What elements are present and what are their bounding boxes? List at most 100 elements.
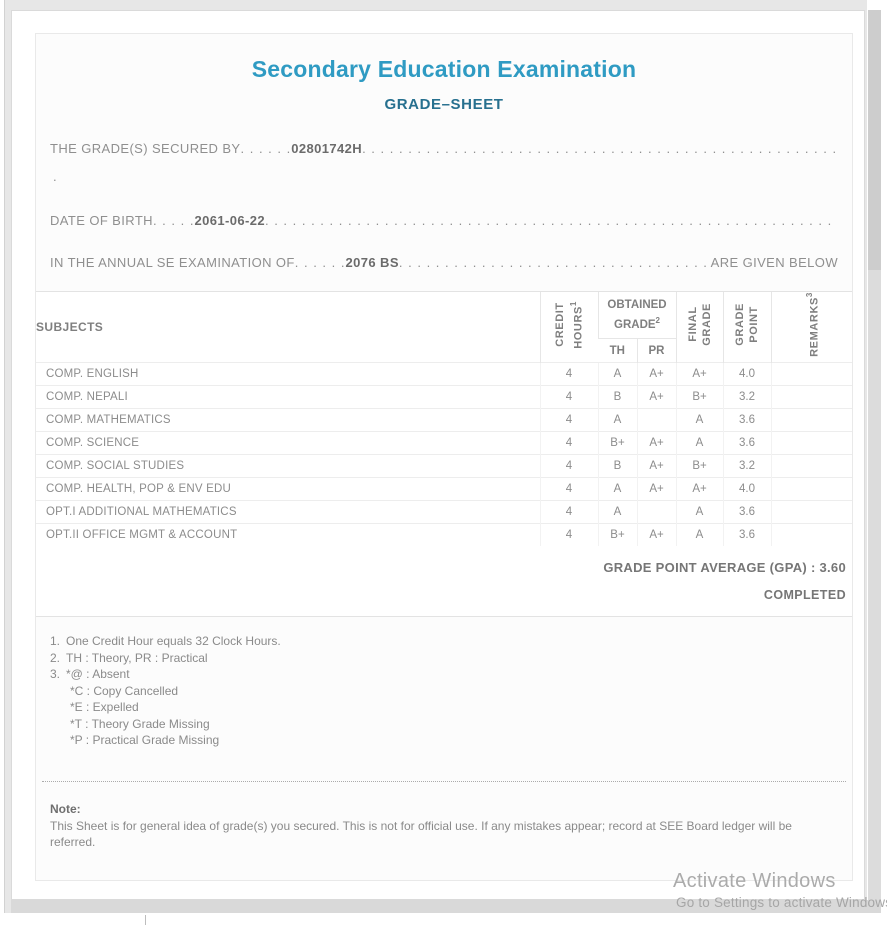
- th-grade-cell: B: [597, 453, 637, 478]
- table-row: COMP. SCIENCE 4 B+ A+ A 3.6: [36, 430, 852, 455]
- page-subtitle: GRADE–SHEET: [384, 96, 504, 113]
- footnote-item: 2. TH : Theory, PR : Practical: [50, 650, 838, 667]
- footnote-item: 3. *@ : Absent: [50, 666, 838, 683]
- remark-cell: [770, 476, 852, 501]
- credit-cell: 4: [539, 361, 598, 386]
- dob-value: 2061-06-22: [194, 213, 265, 228]
- page-title: Secondary Education Examination: [251, 56, 637, 82]
- horizontal-scrollbar[interactable]: [11, 900, 881, 913]
- footnote-text: *T : Theory Grade Missing: [70, 716, 210, 731]
- grade-point-cell: 3.6: [722, 522, 772, 547]
- grades-table: SUBJECTS CREDIT HOURS1 OBTAINED GRADE2 FIN…: [36, 292, 852, 547]
- note-section: Note: This Sheet is for general idea of …: [50, 802, 838, 850]
- dot-leader-fill: . . . . . . . . . . . . . . . . . . . . …: [264, 213, 838, 228]
- grade-point-line1: GRADE: [734, 303, 747, 346]
- table-row: OPT.I ADDITIONAL MATHEMATICS 4 A A 3.6: [36, 499, 852, 524]
- footnote-text: *C : Copy Cancelled: [70, 683, 179, 698]
- dot-leader: . . . . .: [152, 213, 195, 228]
- note-text: This Sheet is for general idea of grade(…: [50, 818, 792, 849]
- secured-by-line: THE GRADE(S) SECURED BY . . . . . . 0280…: [50, 141, 838, 157]
- exam-year-value: 2076 BS: [345, 255, 399, 270]
- wrapped-dot: .: [53, 169, 58, 184]
- final-grade-cell: B+: [675, 453, 724, 478]
- remark-cell: [770, 384, 852, 409]
- remarks-footnote-ref: 3: [805, 292, 815, 298]
- th-grade-cell: A: [597, 361, 637, 386]
- col-header-credit-hours: CREDIT HOURS1: [539, 292, 598, 363]
- table-row: COMP. HEALTH, POP & ENV EDU 4 A A+ A+ 4.0: [36, 476, 852, 501]
- table-row: COMP. NEPALI 4 B A+ B+ 3.2: [36, 384, 852, 409]
- status-badge: COMPLETED: [36, 575, 852, 617]
- subject-cell: OPT.II OFFICE MGMT & ACCOUNT: [36, 522, 540, 547]
- footnote-marker: 3.: [50, 667, 61, 682]
- table-row: COMP. SOCIAL STUDIES 4 B A+ B+ 3.2: [36, 453, 852, 478]
- grade-point-cell: 3.6: [722, 407, 772, 432]
- pr-grade-cell: A+: [636, 430, 677, 455]
- vertical-scrollbar[interactable]: [868, 10, 881, 900]
- pr-grade-cell: A+: [636, 476, 677, 501]
- left-edge-divider: [4, 0, 5, 913]
- remark-cell: [770, 499, 852, 524]
- credit-cell: 4: [539, 453, 598, 478]
- credit-cell: 4: [539, 430, 598, 455]
- final-grade-cell: A+: [675, 476, 724, 501]
- credit-hours-line1: CREDIT: [553, 302, 566, 347]
- exam-year-label: IN THE ANNUAL SE EXAMINATION OF: [50, 255, 295, 270]
- final-grade-cell: B+: [675, 384, 724, 409]
- secured-by-label: THE GRADE(S) SECURED BY: [50, 141, 241, 156]
- symbol-number-value: 02801742H: [291, 141, 363, 156]
- remarks-label: REMARKS: [809, 297, 822, 357]
- grades-table-section: SUBJECTS CREDIT HOURS1 OBTAINED GRADE2 FIN…: [36, 291, 852, 618]
- dob-label: DATE OF BIRTH: [50, 213, 153, 228]
- grades-tbody: COMP. ENGLISH 4 A A+ A+ 4.0 COMP. NEPALI 4 B A+ B…: [36, 361, 852, 547]
- col-header-grade-point: GRADE POINT: [722, 292, 772, 363]
- pr-grade-cell: A+: [636, 384, 677, 409]
- col-header-remarks: REMARKS3: [770, 292, 852, 363]
- note-label: Note:: [50, 801, 81, 816]
- footnote-item: 1. One Credit Hour equals 32 Clock Hours.: [50, 633, 838, 650]
- footnote-marker: 2.: [50, 650, 61, 665]
- footnote-text: *E : Expelled: [70, 700, 139, 715]
- final-grade-cell: A: [675, 430, 724, 455]
- final-grade-cell: A+: [675, 361, 724, 386]
- obtained-grade-footnote-ref: 2: [655, 315, 660, 325]
- credit-cell: 4: [539, 384, 598, 409]
- footnote-subitem: *E : Expelled: [50, 699, 838, 716]
- pr-grade-cell: [636, 499, 677, 524]
- th-grade-cell: B+: [597, 430, 637, 455]
- student-info: THE GRADE(S) SECURED BY . . . . . . 0280…: [50, 141, 838, 271]
- dot-leader-fill: . . . . . . . . . . . . . . . . . . . . …: [362, 141, 838, 156]
- footnotes: 1. One Credit Hour equals 32 Clock Hours.…: [50, 633, 838, 749]
- activate-windows-hint: Go to Settings to activate Windows: [676, 895, 887, 910]
- dot-leader-fill: . . . . . . . . . . . . . . . . . . . . …: [398, 255, 711, 270]
- col-header-th: TH: [598, 338, 637, 363]
- credit-cell: 4: [539, 407, 598, 432]
- table-row: COMP. ENGLISH 4 A A+ A+ 4.0: [36, 361, 852, 386]
- final-grade-cell: A: [675, 499, 724, 524]
- grade-point-cell: 3.2: [722, 453, 772, 478]
- remark-cell: [770, 430, 852, 455]
- vertical-scrollbar-thumb[interactable]: [868, 10, 881, 270]
- remark-cell: [770, 522, 852, 547]
- remark-cell: [770, 407, 852, 432]
- remark-cell: [770, 361, 852, 386]
- activate-windows-watermark: Activate Windows: [673, 870, 836, 892]
- grade-point-cell: 4.0: [722, 361, 772, 386]
- th-grade-cell: A: [597, 407, 637, 432]
- subject-cell: COMP. NEPALI: [36, 384, 540, 409]
- subject-cell: OPT.I ADDITIONAL MATHEMATICS: [36, 499, 540, 524]
- dot-leader: . . . . . .: [240, 141, 292, 156]
- final-grade-cell: A: [675, 522, 724, 547]
- footnote-text: TH : Theory, PR : Practical: [66, 650, 208, 665]
- final-grade-line1: FINAL: [686, 306, 699, 343]
- footnote-text: *P : Practical Grade Missing: [70, 733, 220, 748]
- pr-grade-cell: A+: [636, 522, 677, 547]
- are-given-below-label: ARE GIVEN BELOW: [710, 255, 838, 270]
- th-grade-cell: A: [597, 499, 637, 524]
- dotted-divider: [42, 780, 846, 782]
- th-grade-cell: B: [597, 384, 637, 409]
- subject-cell: COMP. ENGLISH: [36, 361, 540, 386]
- subject-cell: COMP. HEALTH, POP & ENV EDU: [36, 476, 540, 501]
- footnote-marker: 1.: [50, 634, 61, 649]
